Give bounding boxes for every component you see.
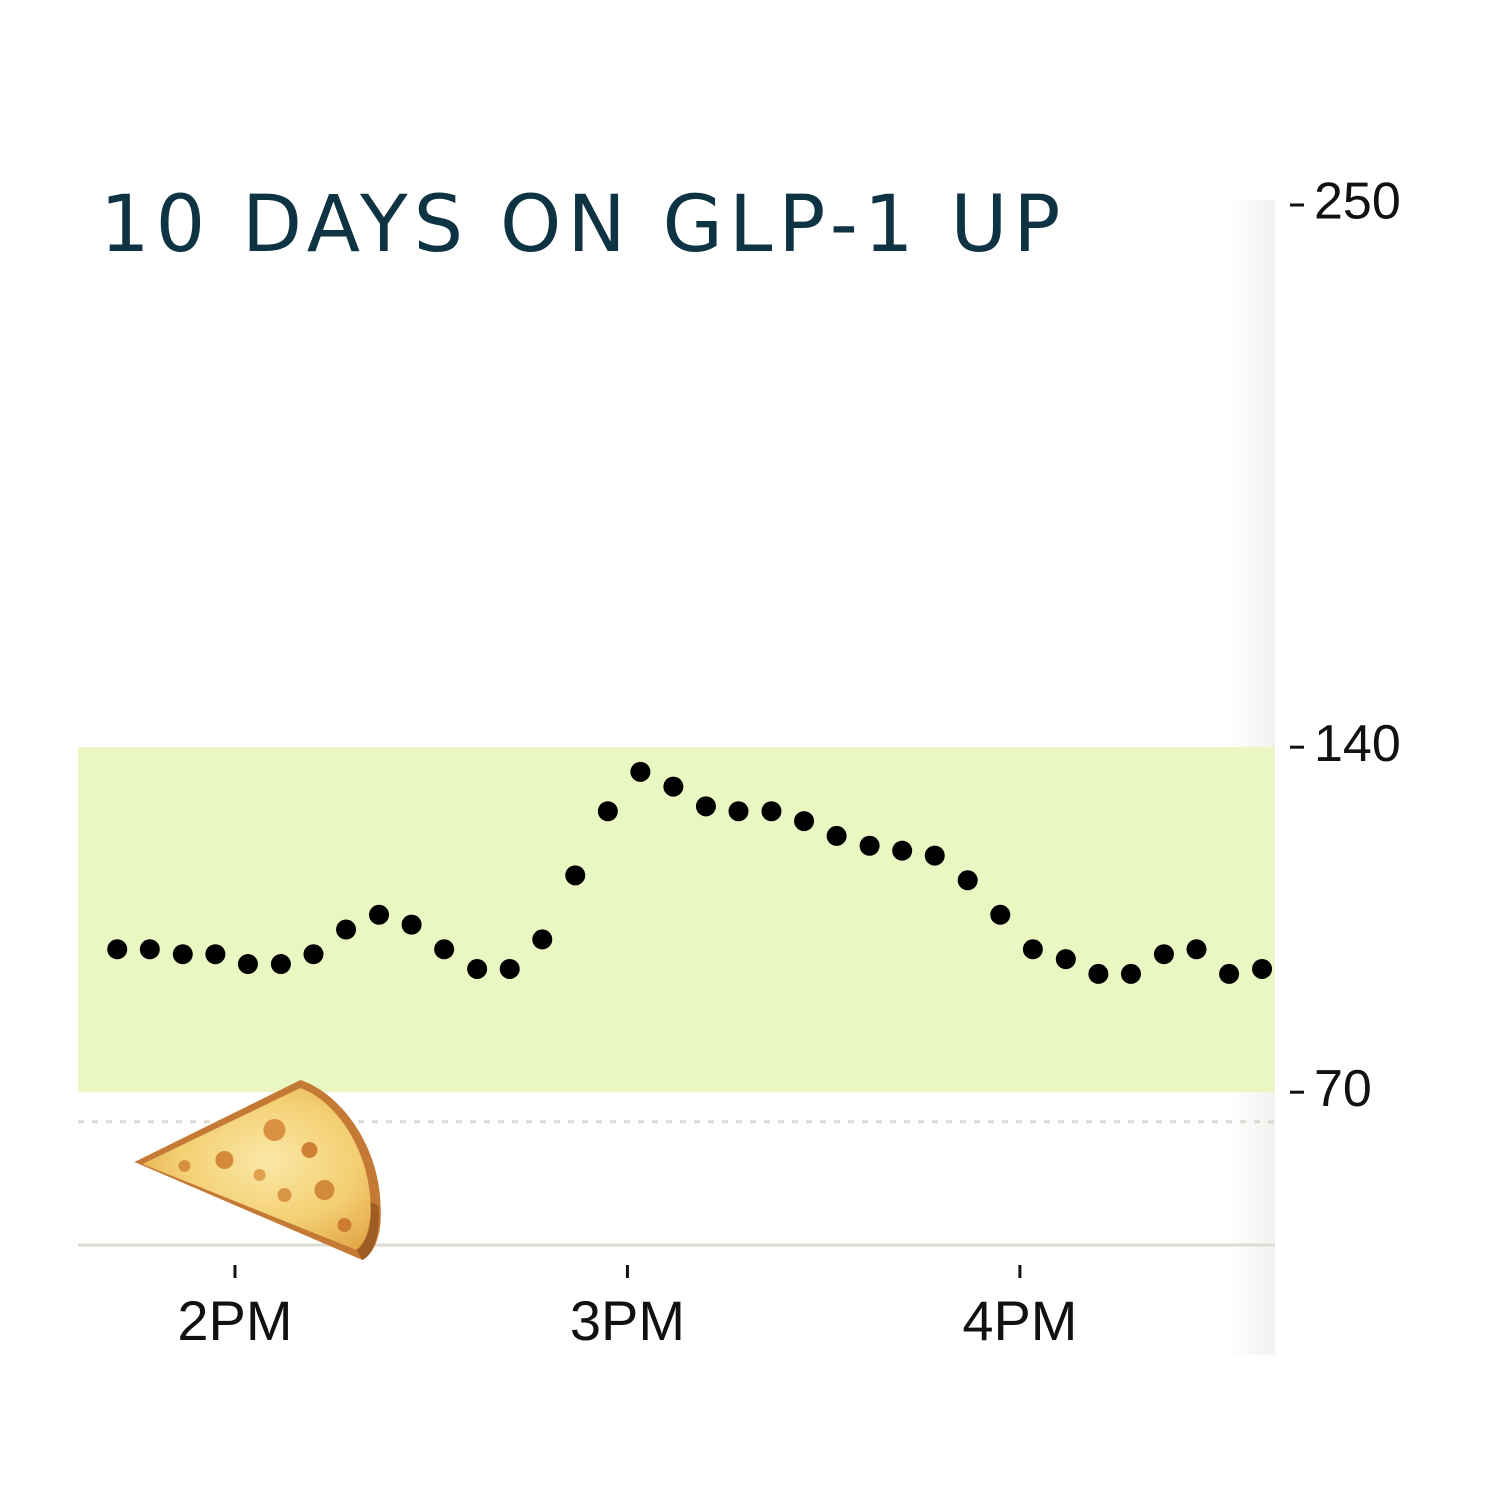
y-tick-label: 140 xyxy=(1314,715,1401,773)
data-point xyxy=(859,835,880,856)
data-point xyxy=(990,904,1011,925)
data-point xyxy=(597,801,618,822)
pizza-spot xyxy=(277,1188,292,1202)
x-tick-label: 2PM xyxy=(177,1289,292,1352)
data-point xyxy=(1186,939,1207,960)
y-tick-label: 70 xyxy=(1314,1060,1372,1118)
pizza-spot xyxy=(301,1142,318,1158)
data-point xyxy=(172,944,193,965)
pizza-spot xyxy=(215,1151,234,1169)
data-point xyxy=(892,840,913,861)
data-point xyxy=(139,939,160,960)
data-point xyxy=(565,865,586,886)
pizza-spot xyxy=(263,1119,286,1141)
data-point xyxy=(303,944,324,965)
data-point xyxy=(728,801,749,822)
data-point xyxy=(826,825,847,846)
data-point xyxy=(1120,963,1141,984)
pizza-spot xyxy=(314,1180,335,1200)
x-tick-label: 3PM xyxy=(570,1289,685,1352)
pizza-cheese xyxy=(142,1088,371,1250)
y-axis: 250 140 70 xyxy=(1290,173,1401,1118)
data-point xyxy=(401,914,422,935)
pizza-spot xyxy=(337,1218,352,1232)
data-point xyxy=(467,958,488,979)
data-point xyxy=(924,845,945,866)
data-point xyxy=(761,801,782,822)
y-tick-label: 250 xyxy=(1314,173,1401,231)
data-point xyxy=(1022,939,1043,960)
data-point xyxy=(270,954,291,975)
data-point xyxy=(663,776,684,797)
data-point xyxy=(1153,944,1174,965)
data-point xyxy=(1219,963,1240,984)
data-point xyxy=(499,958,520,979)
data-point xyxy=(434,939,455,960)
data-point xyxy=(695,796,716,817)
glucose-points xyxy=(107,761,1273,984)
pizza-slice-icon xyxy=(134,1080,381,1260)
x-axis: 2PM 3PM 4PM xyxy=(177,1265,1077,1352)
data-point xyxy=(532,929,553,950)
data-point xyxy=(1252,958,1273,979)
chart-title: 10 DAYS ON GLP-1 UP xyxy=(100,180,1067,270)
data-point xyxy=(107,939,128,960)
pizza-spot xyxy=(178,1160,191,1172)
target-range-band xyxy=(78,747,1275,1093)
data-point xyxy=(1088,963,1109,984)
data-point xyxy=(957,870,978,891)
data-point xyxy=(237,954,258,975)
data-point xyxy=(794,811,815,832)
data-point xyxy=(630,761,651,782)
pizza-spot xyxy=(253,1169,266,1181)
data-point xyxy=(369,904,390,925)
data-point xyxy=(1055,949,1076,970)
pizza-edge-shadow xyxy=(356,1202,379,1260)
x-tick-label: 4PM xyxy=(962,1289,1077,1352)
data-point xyxy=(205,944,226,965)
data-point xyxy=(336,919,357,940)
